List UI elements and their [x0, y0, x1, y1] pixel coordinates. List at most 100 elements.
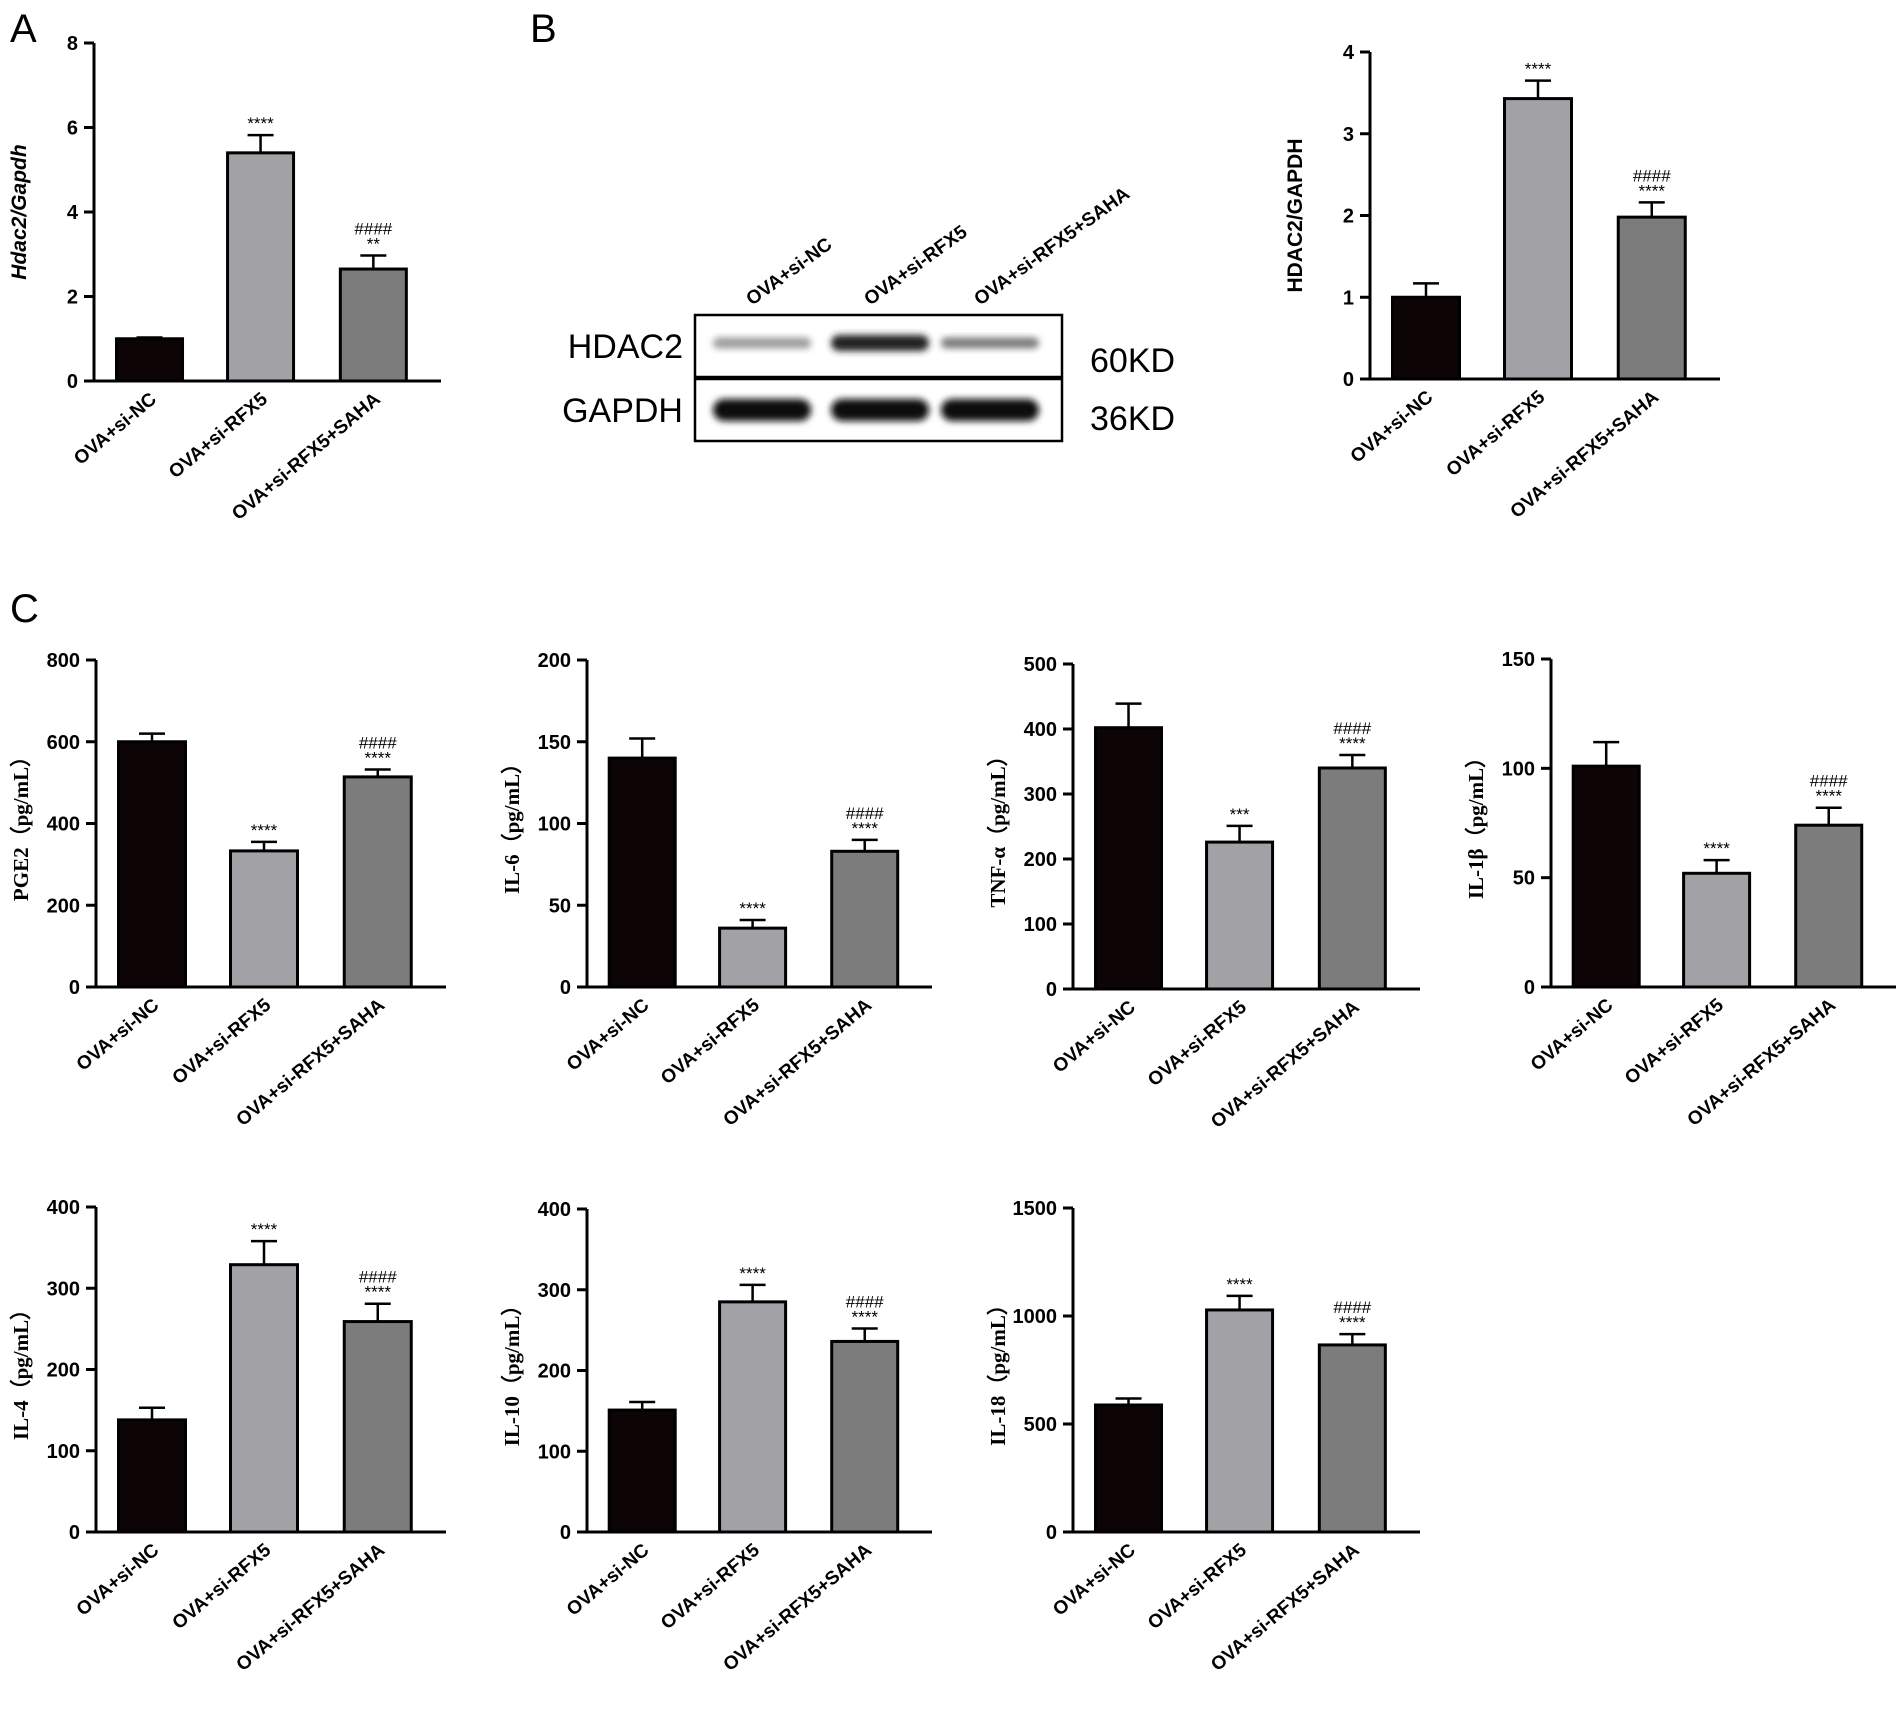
blot-band: [831, 335, 929, 351]
panel-label-b: B: [530, 7, 557, 51]
y-axis-label: Hdac2/Gapdh: [8, 144, 31, 279]
significance-label: ####: [1333, 1298, 1371, 1317]
significance-label: ****: [1226, 1275, 1253, 1294]
category-label: OVA+si-RFX5: [1443, 386, 1550, 481]
y-tick-label: 0: [1524, 977, 1535, 999]
y-tick-label: 200: [538, 650, 571, 672]
y-tick-label: 400: [1024, 719, 1057, 741]
significance-label: ####: [359, 734, 397, 753]
significance-label: ****: [251, 1220, 278, 1239]
y-tick-label: 500: [1024, 1414, 1057, 1436]
y-tick-label: 150: [538, 732, 571, 754]
y-tick-label: 0: [1046, 979, 1057, 1001]
bar: [607, 756, 677, 989]
y-tick-label: 4: [67, 202, 79, 224]
bar: [1391, 295, 1461, 381]
blot-size-label: 36KD: [1090, 400, 1175, 438]
category-label: OVA+si-NC: [73, 995, 164, 1076]
bar: [718, 1300, 788, 1534]
y-axis-label: PGE2（pg/mL）: [9, 746, 33, 901]
blot-size-label: 60KD: [1090, 342, 1175, 380]
y-tick-label: 0: [69, 977, 80, 999]
bar: [1205, 840, 1275, 991]
significance-label: ####: [354, 220, 392, 239]
blot-band: [713, 399, 811, 421]
y-tick-label: 100: [1502, 758, 1535, 780]
significance-label: ****: [1815, 787, 1842, 806]
y-tick-label: 1000: [1013, 1306, 1058, 1328]
significance-label: ####: [359, 1268, 397, 1287]
bar: [1794, 823, 1864, 989]
y-tick-label: 200: [47, 1360, 80, 1382]
category-label: OVA+si-NC: [563, 995, 654, 1076]
y-tick-label: 2: [67, 287, 78, 309]
significance-label: ****: [739, 1264, 766, 1283]
category-label: OVA+si-NC: [73, 1540, 164, 1621]
y-tick-label: 6: [67, 118, 78, 140]
y-tick-label: 200: [538, 1361, 571, 1383]
significance-label: ####: [846, 804, 884, 823]
bar: [338, 267, 408, 383]
panel-label-a: A: [10, 7, 37, 51]
bar: [226, 151, 296, 383]
bar: [229, 1263, 299, 1534]
significance-label: ****: [851, 1308, 878, 1327]
significance-label: ****: [251, 821, 278, 840]
blot-band: [713, 337, 811, 349]
y-tick-label: 0: [560, 1522, 571, 1544]
y-tick-label: 100: [538, 814, 571, 836]
y-axis-label: IL-18（pg/mL）: [986, 1294, 1010, 1446]
category-label: OVA+si-RFX5: [1621, 994, 1728, 1089]
significance-label: ####: [1333, 719, 1371, 738]
category-label: OVA+si-RFX5: [1144, 1539, 1251, 1634]
category-label: OVA+si-NC: [1049, 997, 1140, 1078]
significance-label: ****: [1639, 181, 1666, 200]
y-tick-label: 800: [47, 650, 80, 672]
y-tick-label: 400: [47, 814, 80, 836]
y-tick-label: 0: [1343, 369, 1354, 391]
y-tick-label: 1: [1343, 287, 1354, 309]
y-axis-label: IL-1β（pg/mL）: [1464, 747, 1488, 899]
bar: [1205, 1308, 1275, 1534]
category-label: OVA+si-RFX5: [169, 994, 276, 1089]
y-tick-label: 0: [1046, 1522, 1057, 1544]
blot-row-label: HDAC2: [568, 328, 683, 366]
significance-label: ****: [365, 749, 392, 768]
significance-label: ****: [851, 819, 878, 838]
bar: [830, 849, 900, 989]
significance-label: ***: [1230, 805, 1250, 824]
significance-label: ####: [846, 1293, 884, 1312]
y-axis-label: IL-10（pg/mL）: [500, 1295, 524, 1447]
significance-label: ####: [1810, 772, 1848, 791]
bar: [1616, 215, 1687, 381]
bar: [1094, 1403, 1164, 1534]
y-tick-label: 300: [47, 1278, 80, 1300]
bar: [607, 1408, 677, 1534]
bar: [1682, 871, 1752, 989]
y-tick-label: 100: [538, 1441, 571, 1463]
y-tick-label: 200: [1024, 849, 1057, 871]
y-axis-label: HDAC2/GAPDH: [1284, 138, 1307, 292]
category-label: OVA+si-RFX5: [1144, 996, 1251, 1091]
blot-band: [941, 337, 1039, 349]
category-label: OVA+si-RFX5: [657, 1539, 764, 1634]
y-tick-label: 3: [1343, 124, 1354, 146]
y-tick-label: 0: [560, 977, 571, 999]
bar: [830, 1339, 900, 1534]
y-tick-label: 8: [67, 33, 78, 55]
bar: [1503, 97, 1573, 381]
y-tick-label: 4: [1343, 42, 1355, 64]
blot-band: [831, 399, 929, 421]
y-tick-label: 200: [47, 895, 80, 917]
bar: [1094, 726, 1164, 991]
significance-label: **: [367, 235, 381, 254]
